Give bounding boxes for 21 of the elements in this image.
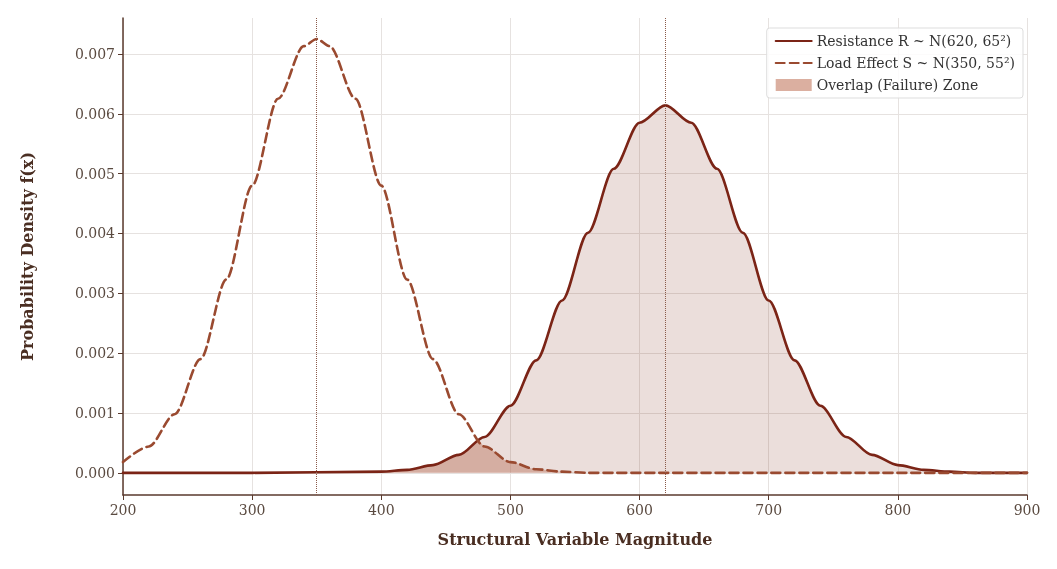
x-tick-label: 400 <box>367 502 395 518</box>
x-tick-label: 600 <box>626 502 653 518</box>
x-tick-label: 200 <box>109 502 137 518</box>
legend-label: Resistance R ~ N(620, 65²) <box>816 33 1012 49</box>
y-tick-label: 0.005 <box>74 165 115 182</box>
x-axis-title: Structural Variable Magnitude <box>437 529 713 549</box>
x-tick-label: 300 <box>238 502 266 518</box>
y-tick-label: 0.007 <box>74 45 115 62</box>
y-tick-label: 0.003 <box>74 285 115 302</box>
y-axis-title: Probability Density f(x) <box>17 152 37 361</box>
x-tick-label: 700 <box>755 502 783 518</box>
y-tick-label: 0.004 <box>74 225 116 242</box>
y-tick-label: 0.006 <box>74 105 116 122</box>
y-tick-label: 0.000 <box>74 464 115 481</box>
x-tick-label: 800 <box>884 502 912 518</box>
x-tick-label: 500 <box>497 502 524 518</box>
legend-label: Overlap (Failure) Zone <box>816 77 979 93</box>
y-tick-label: 0.001 <box>74 405 115 422</box>
x-tick-label: 900 <box>1013 502 1041 518</box>
y-tick-label: 0.002 <box>74 345 115 362</box>
legend-label: Load Effect S ~ N(350, 55²) <box>816 55 1015 71</box>
